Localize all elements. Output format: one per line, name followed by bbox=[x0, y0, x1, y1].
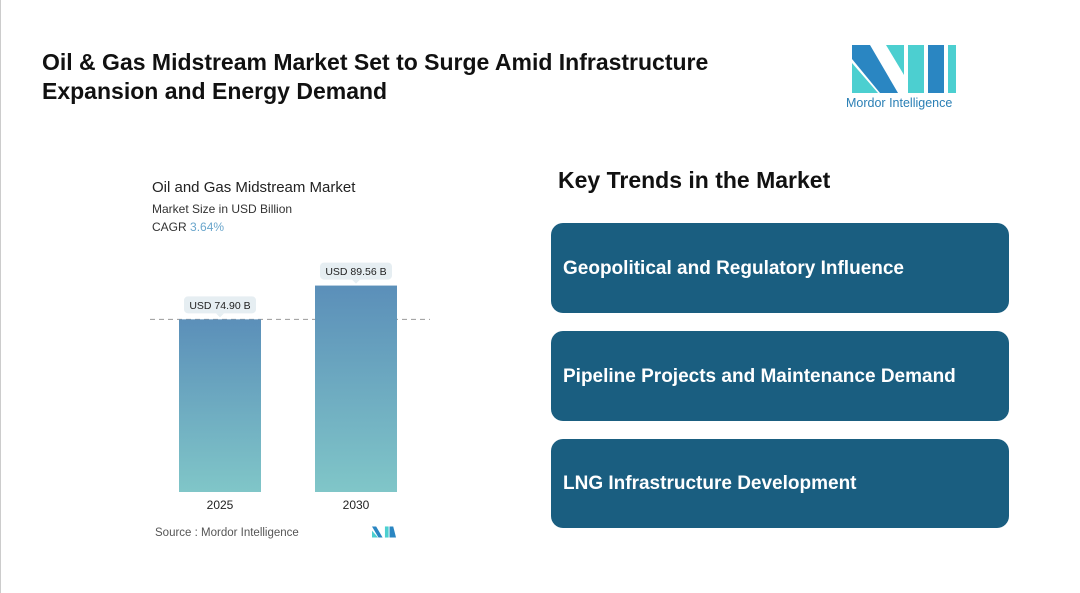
cagr-value: 3.64% bbox=[190, 220, 225, 234]
key-trends-heading: Key Trends in the Market bbox=[558, 167, 831, 193]
trend-card: Pipeline Projects and Maintenance Demand bbox=[551, 331, 1009, 421]
trend-card: Geopolitical and Regulatory Influence bbox=[551, 223, 1009, 313]
mordor-logo-icon bbox=[852, 45, 956, 93]
bar-chart: USD 74.90 B 2025 USD 89.56 B 2030 bbox=[150, 262, 430, 512]
data-label-pointer bbox=[216, 313, 224, 318]
trend-card: LNG Infrastructure Development bbox=[551, 439, 1009, 528]
chart-subtitle: Market Size in USD Billion bbox=[152, 202, 293, 216]
cagr-label: CAGR bbox=[152, 220, 187, 234]
data-label: USD 74.90 B bbox=[189, 300, 250, 312]
data-label-bg bbox=[320, 262, 392, 280]
data-label: USD 89.56 B bbox=[325, 266, 386, 278]
data-label-pointer bbox=[352, 279, 360, 284]
x-tick-label: 2030 bbox=[343, 498, 370, 512]
chart-cagr: CAGR 3.64% bbox=[152, 220, 224, 234]
left-border bbox=[0, 0, 1, 593]
data-label-bg bbox=[184, 296, 256, 314]
bar-2025 bbox=[179, 319, 261, 492]
x-tick-label: 2025 bbox=[207, 498, 234, 512]
mini-logo-icon bbox=[372, 526, 396, 538]
bar-2030 bbox=[315, 285, 397, 492]
page-title: Oil & Gas Midstream Market Set to Surge … bbox=[42, 49, 709, 104]
chart-source: Source : Mordor Intelligence bbox=[155, 527, 299, 539]
logo-text: Mordor Intelligence bbox=[846, 96, 953, 110]
chart-title: Oil and Gas Midstream Market bbox=[152, 179, 356, 196]
